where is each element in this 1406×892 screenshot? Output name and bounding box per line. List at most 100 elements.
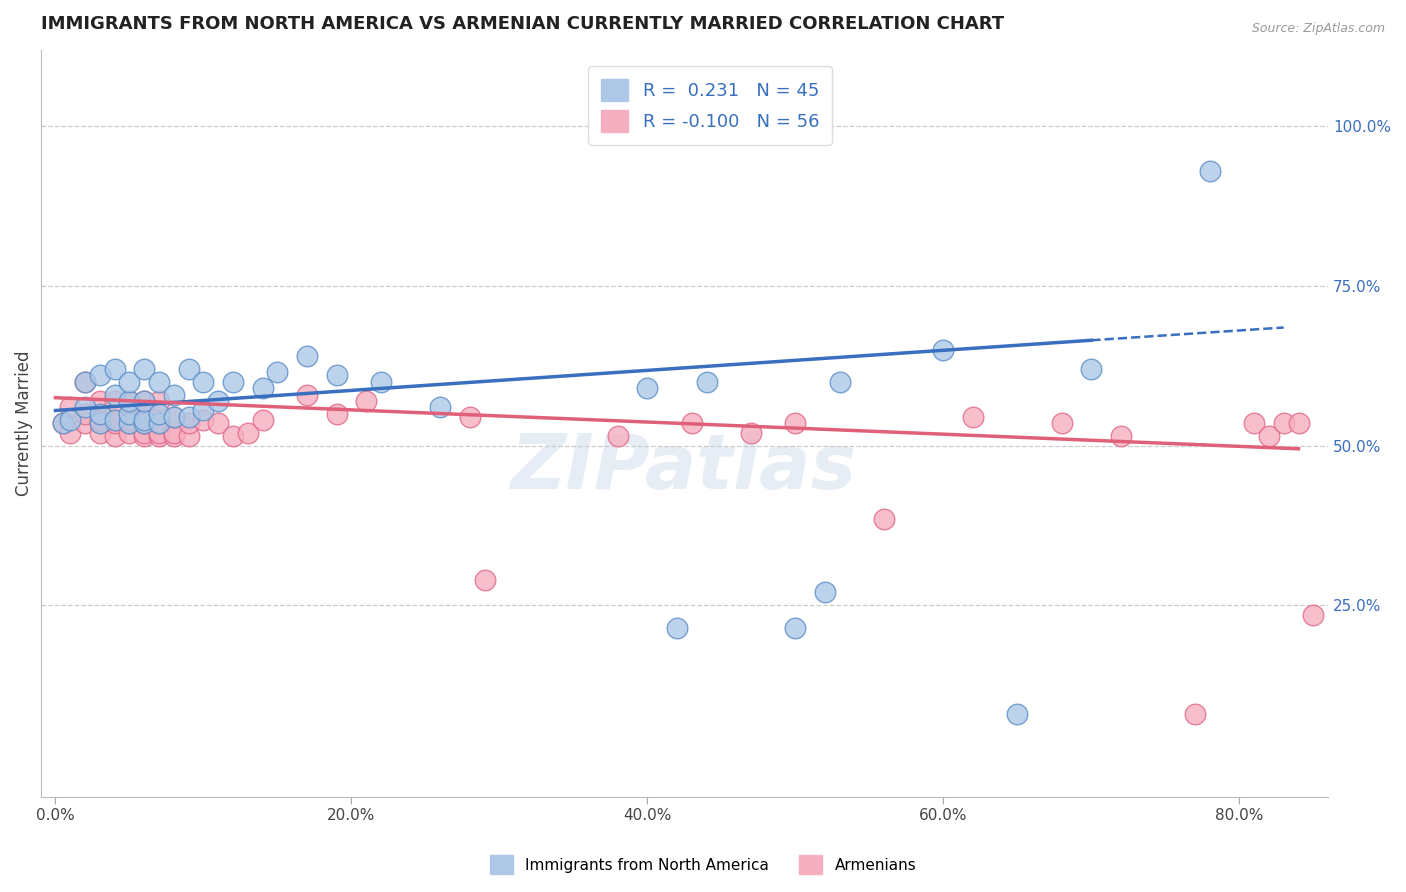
Point <box>636 381 658 395</box>
Point <box>59 401 82 415</box>
Point <box>73 401 96 415</box>
Point <box>104 393 127 408</box>
Point <box>785 620 807 634</box>
Point <box>118 425 141 440</box>
Point <box>163 429 186 443</box>
Point <box>1184 706 1206 721</box>
Point <box>104 413 127 427</box>
Point <box>104 429 127 443</box>
Point <box>207 416 229 430</box>
Point <box>134 393 156 408</box>
Point <box>73 407 96 421</box>
Point <box>207 393 229 408</box>
Point <box>236 425 259 440</box>
Point <box>696 375 718 389</box>
Point <box>148 416 170 430</box>
Point <box>222 375 245 389</box>
Point <box>177 429 200 443</box>
Point <box>1288 416 1310 430</box>
Point <box>252 413 274 427</box>
Point <box>1272 416 1295 430</box>
Point <box>932 343 955 357</box>
Point <box>89 407 111 421</box>
Point <box>740 425 762 440</box>
Text: IMMIGRANTS FROM NORTH AMERICA VS ARMENIAN CURRENTLY MARRIED CORRELATION CHART: IMMIGRANTS FROM NORTH AMERICA VS ARMENIA… <box>41 15 1004 33</box>
Point <box>1109 429 1132 443</box>
Point <box>962 409 984 424</box>
Point <box>118 407 141 421</box>
Point <box>89 393 111 408</box>
Point <box>193 413 215 427</box>
Point <box>163 425 186 440</box>
Y-axis label: Currently Married: Currently Married <box>15 351 32 496</box>
Point <box>73 375 96 389</box>
Point <box>785 416 807 430</box>
Point <box>118 416 141 430</box>
Point <box>104 387 127 401</box>
Point <box>458 409 481 424</box>
Point <box>134 416 156 430</box>
Point <box>89 416 111 430</box>
Point <box>325 368 347 383</box>
Point <box>89 425 111 440</box>
Point <box>1050 416 1073 430</box>
Point <box>429 401 451 415</box>
Point <box>266 365 288 379</box>
Point <box>134 425 156 440</box>
Point <box>354 393 377 408</box>
Point <box>828 375 851 389</box>
Text: Source: ZipAtlas.com: Source: ZipAtlas.com <box>1251 22 1385 36</box>
Point <box>148 375 170 389</box>
Point <box>163 409 186 424</box>
Point <box>52 416 75 430</box>
Point <box>148 429 170 443</box>
Point <box>193 403 215 417</box>
Point <box>177 409 200 424</box>
Point <box>59 425 82 440</box>
Point <box>295 349 318 363</box>
Point <box>1080 362 1102 376</box>
Point <box>606 429 628 443</box>
Point <box>148 425 170 440</box>
Point <box>134 362 156 376</box>
Point <box>370 375 392 389</box>
Point <box>1198 164 1220 178</box>
Point <box>148 416 170 430</box>
Point <box>177 416 200 430</box>
Point <box>104 413 127 427</box>
Point <box>134 409 156 424</box>
Point <box>118 416 141 430</box>
Point <box>118 393 141 408</box>
Point <box>252 381 274 395</box>
Point <box>873 512 896 526</box>
Point <box>104 416 127 430</box>
Point <box>1243 416 1265 430</box>
Point <box>814 585 837 599</box>
Point <box>118 413 141 427</box>
Point <box>134 429 156 443</box>
Point <box>148 393 170 408</box>
Point <box>1258 429 1281 443</box>
Point <box>325 407 347 421</box>
Point <box>73 416 96 430</box>
Point <box>89 413 111 427</box>
Point <box>52 416 75 430</box>
Point <box>222 429 245 443</box>
Point <box>148 407 170 421</box>
Legend: R =  0.231   N = 45, R = -0.100   N = 56: R = 0.231 N = 45, R = -0.100 N = 56 <box>589 66 832 145</box>
Point <box>177 362 200 376</box>
Point <box>89 368 111 383</box>
Point <box>118 375 141 389</box>
Point <box>118 393 141 408</box>
Point <box>1007 706 1029 721</box>
Point <box>474 573 496 587</box>
Point <box>59 413 82 427</box>
Point <box>73 375 96 389</box>
Point <box>681 416 703 430</box>
Text: ZIPatlas: ZIPatlas <box>512 431 858 505</box>
Point <box>104 362 127 376</box>
Point <box>1302 607 1324 622</box>
Point <box>89 416 111 430</box>
Point <box>163 409 186 424</box>
Point <box>134 413 156 427</box>
